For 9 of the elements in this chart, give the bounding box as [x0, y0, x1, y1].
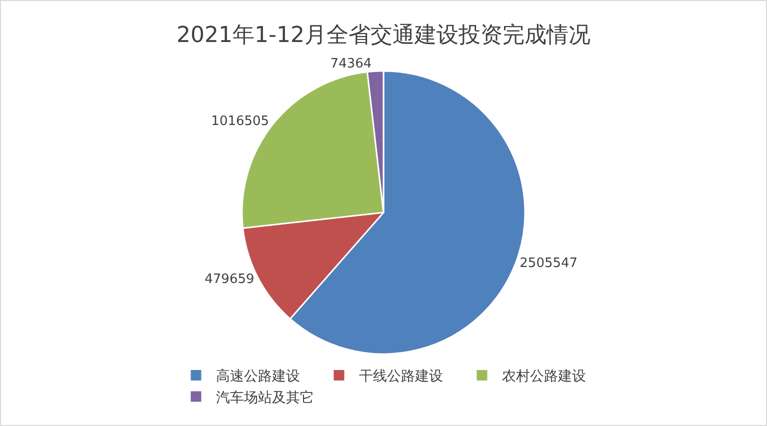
data-label: 1016505: [211, 114, 270, 129]
legend-label: 干线公路建设: [359, 368, 443, 385]
chart-title: 2021年1-12月全省交通建设投资完成情况: [176, 22, 590, 48]
data-label: 479659: [204, 272, 254, 287]
legend-label: 农村公路建设: [502, 368, 586, 385]
data-label: 74364: [330, 56, 372, 72]
legend-label: 高速公路建设: [216, 368, 300, 385]
data-label: 2505547: [520, 256, 578, 271]
legend-label: 汽车场站及其它: [216, 390, 314, 406]
